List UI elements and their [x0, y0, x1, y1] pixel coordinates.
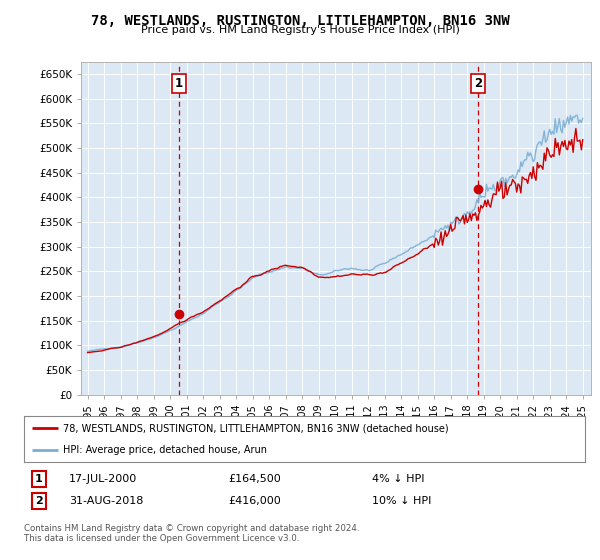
Text: 1: 1 — [35, 474, 43, 484]
Text: 78, WESTLANDS, RUSTINGTON, LITTLEHAMPTON, BN16 3NW: 78, WESTLANDS, RUSTINGTON, LITTLEHAMPTON… — [91, 14, 509, 28]
Text: 31-AUG-2018: 31-AUG-2018 — [69, 496, 143, 506]
Text: £164,500: £164,500 — [228, 474, 281, 484]
Text: 4% ↓ HPI: 4% ↓ HPI — [372, 474, 425, 484]
Text: Contains HM Land Registry data © Crown copyright and database right 2024.
This d: Contains HM Land Registry data © Crown c… — [24, 524, 359, 543]
Text: £416,000: £416,000 — [228, 496, 281, 506]
Text: HPI: Average price, detached house, Arun: HPI: Average price, detached house, Arun — [63, 445, 267, 455]
Text: 1: 1 — [175, 77, 183, 90]
Text: 78, WESTLANDS, RUSTINGTON, LITTLEHAMPTON, BN16 3NW (detached house): 78, WESTLANDS, RUSTINGTON, LITTLEHAMPTON… — [63, 423, 449, 433]
Text: 10% ↓ HPI: 10% ↓ HPI — [372, 496, 431, 506]
Text: Price paid vs. HM Land Registry's House Price Index (HPI): Price paid vs. HM Land Registry's House … — [140, 25, 460, 35]
Text: 17-JUL-2000: 17-JUL-2000 — [69, 474, 137, 484]
Text: 2: 2 — [474, 77, 482, 90]
Text: 2: 2 — [35, 496, 43, 506]
